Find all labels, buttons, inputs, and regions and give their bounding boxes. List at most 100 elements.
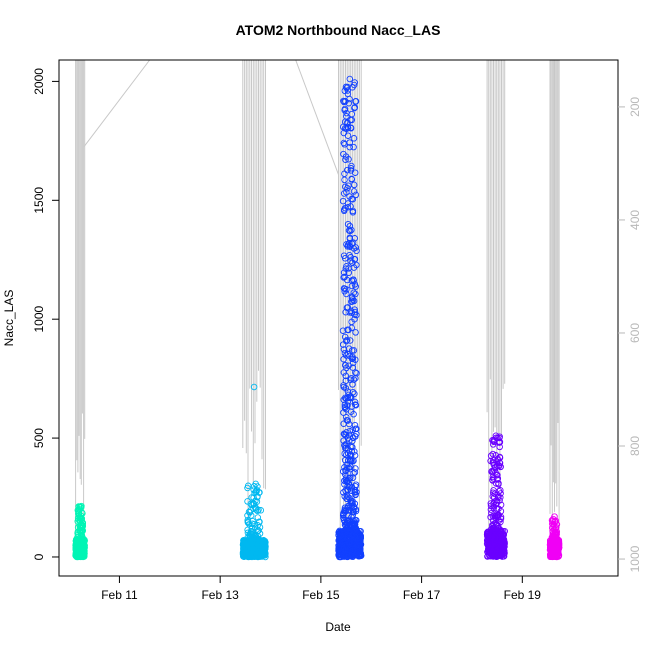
data-point <box>492 480 500 487</box>
data-point <box>348 513 355 521</box>
data-point <box>341 477 348 484</box>
data-point <box>551 543 558 551</box>
data-point <box>341 504 349 511</box>
series-flight-4 <box>483 432 508 560</box>
data-point <box>490 437 497 445</box>
data-point <box>350 143 357 151</box>
data-point <box>352 465 359 472</box>
data-point <box>81 543 88 551</box>
x-tick-label: Feb 17 <box>403 588 441 602</box>
x-tick-label: Feb 15 <box>302 588 340 602</box>
data-point <box>252 488 259 496</box>
data-point <box>492 514 499 522</box>
data-point <box>350 410 357 418</box>
data-point <box>349 434 357 441</box>
data-point <box>346 193 353 200</box>
data-point <box>347 165 355 172</box>
data-point <box>341 176 348 184</box>
pressure-trace-layer <box>75 59 560 555</box>
data-point <box>348 162 355 170</box>
data-point <box>243 551 250 558</box>
data-point <box>343 109 350 117</box>
data-point <box>350 188 358 195</box>
data-point <box>346 474 354 482</box>
data-point <box>351 235 358 242</box>
pressure-transit-line <box>83 59 151 147</box>
data-point <box>340 551 348 559</box>
data-point <box>356 533 364 540</box>
data-point <box>340 150 347 158</box>
data-point <box>350 135 358 142</box>
data-point <box>348 277 356 284</box>
data-point <box>351 488 358 496</box>
data-point-peak <box>76 503 84 511</box>
data-point <box>341 431 348 438</box>
data-point <box>343 241 350 248</box>
data-point <box>553 521 561 528</box>
data-point <box>353 517 360 524</box>
data-point <box>351 520 358 527</box>
data-point <box>346 337 354 344</box>
data-point <box>346 527 354 534</box>
data-point <box>493 526 501 533</box>
x-tick-label: Feb 13 <box>201 588 239 602</box>
x-tick-label: Feb 11 <box>101 588 138 602</box>
data-point <box>345 269 353 276</box>
data-point <box>340 369 348 376</box>
y-tick-label: 1500 <box>32 187 46 214</box>
data-point <box>493 513 501 521</box>
data-point <box>343 336 351 344</box>
data-point <box>346 227 354 235</box>
series-flight-5 <box>546 513 563 561</box>
data-point <box>345 156 352 163</box>
series-flight-3 <box>335 75 365 561</box>
data-point <box>546 551 554 558</box>
data-point <box>551 526 559 534</box>
pressure-trace-flight-1 <box>75 60 86 555</box>
y-tick-label: 1000 <box>32 306 46 333</box>
data-point <box>351 256 358 263</box>
data-point <box>348 448 356 455</box>
data-point <box>257 507 265 514</box>
data-point <box>500 531 508 538</box>
data-point-peak <box>492 432 500 439</box>
data-point <box>342 406 350 413</box>
data-point <box>352 329 359 336</box>
data-point <box>76 548 84 556</box>
data-point <box>254 553 262 561</box>
data-point <box>344 123 351 131</box>
pressure-trace-flight-5 <box>549 60 560 543</box>
y-tick-label: 500 <box>32 428 46 448</box>
data-point <box>340 511 347 519</box>
data-point <box>348 355 356 363</box>
data-point <box>553 528 561 536</box>
data-point <box>349 497 356 505</box>
data-point <box>354 540 361 548</box>
data-point <box>248 530 256 538</box>
data-point <box>250 546 257 554</box>
data-point <box>340 269 348 276</box>
data-point <box>352 283 359 290</box>
data-point <box>352 401 360 409</box>
data-point <box>492 468 499 476</box>
y2-tick-label: 200 <box>628 97 642 117</box>
data-point <box>495 480 502 487</box>
data-point <box>349 381 356 388</box>
data-point <box>352 401 359 408</box>
data-point <box>341 471 349 478</box>
data-point <box>339 534 347 542</box>
data-point <box>342 83 350 91</box>
data-point <box>260 548 267 556</box>
data-point <box>348 226 355 234</box>
data-point <box>352 491 359 499</box>
pressure-transit-line <box>295 59 339 175</box>
data-point <box>251 534 259 542</box>
data-point-peak <box>346 75 354 83</box>
data-point <box>351 308 359 316</box>
data-point <box>496 535 503 542</box>
data-point <box>349 359 357 367</box>
data-point <box>256 489 263 496</box>
data-point <box>495 487 503 495</box>
data-point <box>347 393 355 400</box>
axes-layer: Feb 11 Feb 13 Feb 15 Feb 17 Feb 19 0 500 1000 15… <box>32 59 642 602</box>
